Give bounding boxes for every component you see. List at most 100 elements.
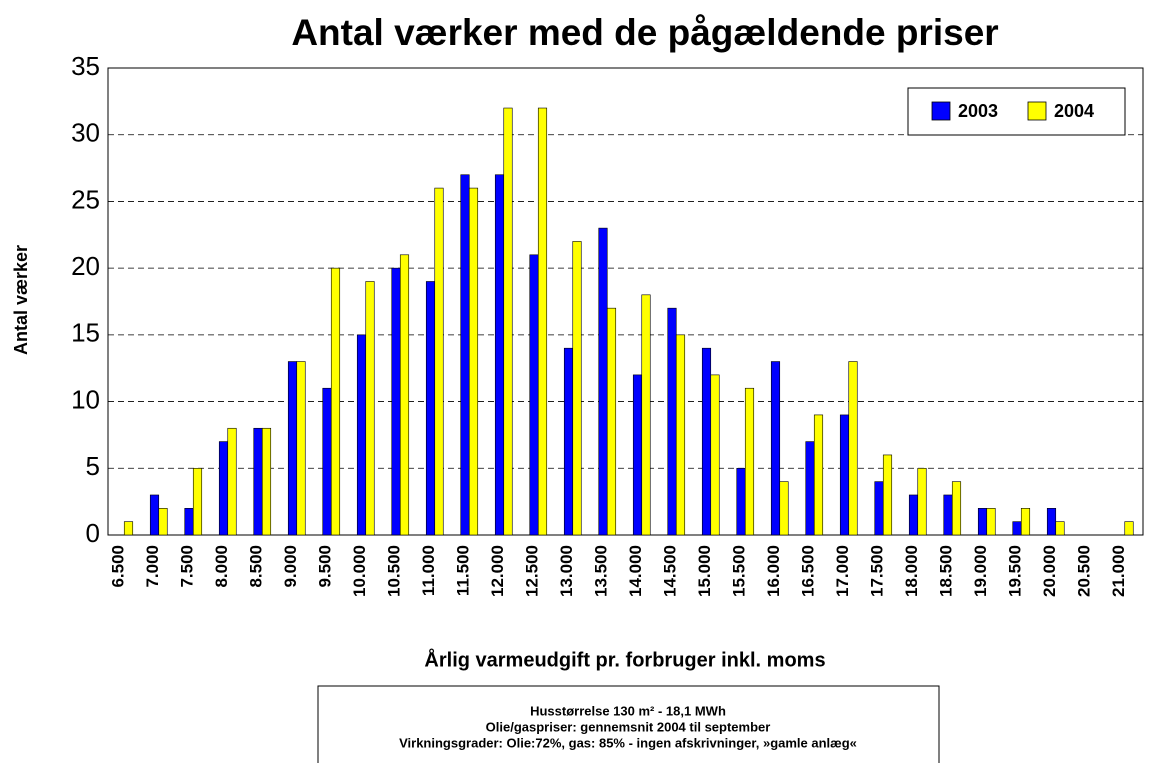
- legend-label: 2003: [958, 101, 998, 121]
- x-tick-label: 9.500: [316, 545, 335, 588]
- bar: [425, 281, 436, 536]
- x-tick-label: 21.000: [1109, 545, 1128, 597]
- bar: [839, 414, 850, 536]
- bar: [494, 174, 505, 536]
- bar: [391, 267, 401, 536]
- x-tick-label: 15.000: [695, 545, 714, 597]
- x-tick-label: 12.000: [488, 545, 507, 597]
- bar: [736, 467, 746, 536]
- bar: [158, 508, 168, 536]
- y-tick-label: 30: [71, 118, 100, 148]
- bar: [882, 454, 893, 536]
- bar: [908, 494, 919, 536]
- x-tick-label: 17.000: [833, 545, 852, 597]
- annotation-line: Husstørrelse 130 m² - 18,1 MWh: [530, 703, 726, 718]
- bar: [770, 361, 781, 536]
- bar: [813, 414, 824, 536]
- bar: [606, 307, 617, 536]
- bar: [330, 267, 341, 536]
- bar: [149, 494, 160, 536]
- bar: [744, 387, 755, 536]
- bar: [287, 361, 298, 536]
- bar: [951, 481, 962, 536]
- y-tick-label: 35: [71, 51, 100, 81]
- bar: [710, 374, 720, 536]
- bar: [598, 227, 608, 536]
- bar: [218, 441, 229, 536]
- x-tick-label: 6.500: [109, 545, 128, 588]
- x-tick-label: 10.000: [350, 545, 369, 597]
- chart-title: Antal værker med de pågældende priser: [291, 12, 998, 53]
- plot-frame: [107, 67, 1144, 536]
- legend-swatch: [1027, 101, 1047, 121]
- x-tick-label: 11.000: [419, 545, 438, 596]
- bar: [468, 187, 479, 536]
- bar: [1020, 508, 1031, 536]
- bar: [848, 361, 858, 536]
- bar: [943, 494, 953, 536]
- bar: [434, 187, 444, 536]
- x-tick-label: 16.000: [764, 545, 783, 597]
- x-tick-label: 9.000: [281, 545, 300, 588]
- x-tick-label: 18.000: [902, 545, 921, 597]
- x-tick-label: 20.000: [1040, 545, 1059, 597]
- bar: [675, 334, 686, 536]
- bar: [529, 254, 539, 536]
- bar: [563, 347, 574, 536]
- legend-swatch: [931, 101, 951, 121]
- x-tick-label: 12.500: [523, 545, 542, 597]
- x-tick-label: 19.500: [1006, 545, 1025, 597]
- bar: [261, 427, 272, 536]
- annotation-line: Olie/gaspriser: gennemsnit 2004 til sept…: [486, 719, 771, 734]
- x-tick-label: 18.500: [937, 545, 956, 597]
- x-tick-label: 16.500: [799, 545, 818, 597]
- bar: [1046, 508, 1057, 536]
- bar: [1055, 521, 1065, 536]
- x-tick-label: 13.000: [557, 545, 576, 597]
- x-tick-label: 14.500: [661, 545, 680, 597]
- x-tick-label: 8.500: [247, 545, 266, 588]
- legend-label: 2004: [1054, 101, 1094, 121]
- bar: [123, 521, 134, 536]
- x-tick-label: 8.000: [212, 545, 231, 588]
- bar: [356, 334, 367, 536]
- bar: [805, 441, 815, 536]
- y-tick-label: 15: [71, 318, 100, 348]
- x-tick-label: 17.500: [868, 545, 887, 597]
- annotation-box: [317, 685, 940, 763]
- bar: [296, 361, 306, 536]
- bar: [365, 281, 375, 536]
- bar: [641, 294, 651, 536]
- x-tick-label: 7.000: [143, 545, 162, 588]
- x-tick-label: 11.500: [454, 545, 473, 596]
- bar: [632, 374, 643, 536]
- bar: [503, 107, 513, 536]
- bar: [701, 347, 712, 536]
- bar: [977, 508, 988, 536]
- x-axis-label: Årlig varmeudgift pr. forbruger inkl. mo…: [424, 647, 825, 671]
- x-tick-label: 14.000: [626, 545, 645, 597]
- bar: [779, 481, 789, 536]
- bar: [1124, 521, 1134, 536]
- x-tick-label: 13.500: [592, 545, 611, 597]
- y-tick-label: 25: [71, 184, 100, 214]
- x-tick-label: 10.500: [385, 545, 404, 597]
- bar: [227, 427, 237, 536]
- bar: [1012, 521, 1022, 536]
- y-tick-label: 0: [86, 518, 100, 548]
- bar: [192, 467, 203, 536]
- bar: [986, 508, 996, 536]
- bar: [874, 481, 884, 536]
- bar: [184, 508, 194, 536]
- annotation-line: Virkningsgrader: Olie:72%, gas: 85% - in…: [399, 735, 857, 750]
- bar: [917, 467, 927, 536]
- y-tick-label: 5: [86, 451, 100, 481]
- x-tick-label: 19.000: [971, 545, 990, 597]
- bar: [460, 174, 470, 536]
- bar: [537, 107, 548, 536]
- x-tick-label: 20.500: [1075, 545, 1094, 597]
- bar: [322, 387, 332, 536]
- y-tick-label: 20: [71, 251, 100, 281]
- bar: [572, 241, 582, 536]
